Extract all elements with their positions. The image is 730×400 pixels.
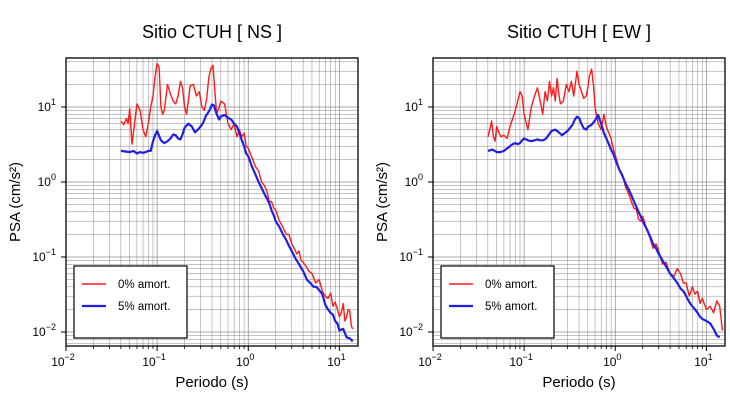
x-tick-label: 100 [236, 352, 254, 369]
y-tick-label: 10−2 [32, 322, 56, 339]
chart-title: Sitio CTUH [ NS ] [142, 22, 282, 42]
y-tick-label: 100 [405, 172, 423, 189]
y-tick-label: 100 [38, 172, 56, 189]
x-tick-label: 10−1 [509, 352, 533, 369]
y-tick-label: 101 [405, 97, 423, 114]
series-group [120, 62, 354, 343]
y-tick-label: 10−1 [32, 247, 56, 264]
legend-label: 0% amort. [485, 279, 537, 291]
x-tick-label: 100 [603, 352, 621, 369]
ns-panel: Sitio CTUH [ NS ] 10−2 10−1 100 101 10−2 10−1… [7, 22, 359, 391]
y-tick-label: 101 [38, 97, 56, 114]
legend: 0% amort. 5% amort. [440, 265, 555, 339]
series-line-0pct [487, 68, 724, 331]
legend-box [440, 265, 555, 339]
y-axis-label: PSA (cm/s²) [374, 162, 391, 242]
y-tick-label: 10−1 [399, 247, 423, 264]
y-tick-label: 10−2 [399, 322, 423, 339]
legend: 0% amort. 5% amort. [73, 265, 188, 339]
series-line-5pct [120, 103, 354, 343]
series-group [487, 68, 724, 339]
legend-label: 5% amort. [118, 301, 170, 313]
x-tick-label: 101 [694, 352, 712, 369]
x-tick-label: 10−1 [142, 352, 166, 369]
x-tick-label: 101 [327, 352, 345, 369]
ew-panel: Sitio CTUH [ EW ] 10−2 10−1 100 101 10−2 10−1… [374, 22, 726, 391]
x-tick-label: 10−2 [418, 352, 442, 369]
x-axis-label: Periodo (s) [542, 374, 615, 391]
legend-label: 0% amort. [118, 279, 170, 291]
chart-title: Sitio CTUH [ EW ] [507, 22, 651, 42]
legend-label: 5% amort. [485, 301, 537, 313]
series-line-5pct [487, 113, 721, 339]
y-axis-label: PSA (cm/s²) [7, 162, 24, 242]
legend-box [73, 265, 188, 339]
x-tick-label: 10−2 [51, 352, 75, 369]
x-axis-label: Periodo (s) [175, 374, 248, 391]
